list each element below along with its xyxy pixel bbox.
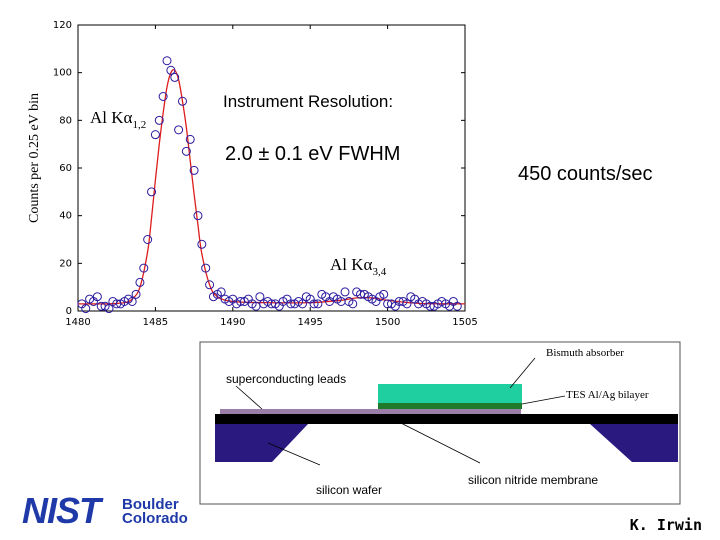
data-point — [189, 165, 199, 175]
data-point — [154, 115, 164, 125]
x-tick-labels: 1480 1485 1490 1495 1500 1505 — [65, 317, 477, 328]
data-point — [255, 292, 265, 302]
tes-bilayer — [378, 403, 522, 409]
data-point — [81, 304, 91, 314]
fit-curve-line — [77, 69, 466, 305]
author-credit: K. Irwin — [630, 516, 702, 534]
y-tick-label: 0 — [66, 306, 72, 317]
leader-leads — [235, 385, 263, 410]
data-point — [162, 56, 172, 66]
annotation-al-ka12: Al Kα1,2 — [90, 108, 146, 131]
data-point — [177, 96, 187, 106]
nist-logo-boulder: Boulder — [122, 496, 179, 513]
data-point — [340, 287, 350, 297]
data-point — [158, 92, 168, 101]
leader-wafer — [267, 442, 321, 466]
annotation-fwhm: 2.0 ± 0.1 eV FWHM — [225, 143, 400, 165]
data-point — [104, 304, 114, 314]
data-point — [131, 289, 141, 299]
label-superconducting-leads: superconducting leads — [226, 372, 346, 386]
y-tick-label: 80 — [59, 115, 72, 126]
diagram-frame — [199, 341, 681, 505]
nist-logo-colorado: Colorado — [122, 510, 188, 527]
x-tick-label: 1495 — [297, 317, 322, 328]
x-tick-label: 1505 — [452, 317, 477, 328]
data-point — [185, 134, 195, 144]
y-tick-label: 20 — [59, 258, 72, 269]
data-point — [309, 299, 319, 309]
nist-logo-wordmark: NIST — [22, 490, 104, 531]
y-tick-labels: 0 20 40 60 80 100 120 — [53, 20, 72, 317]
x-tick-label: 1500 — [375, 317, 400, 328]
label-silicon-nitride-membrane: silicon nitride membrane — [468, 473, 598, 487]
leader-bilayer — [521, 395, 566, 405]
label-tes-bilayer: TES Al/Ag bilayer — [566, 389, 649, 401]
label-silicon-wafer: silicon wafer — [316, 483, 382, 497]
data-point — [348, 299, 358, 309]
data-point — [174, 125, 184, 135]
silicon-wafer-left — [215, 424, 308, 462]
data-point — [143, 235, 153, 244]
superconducting-leads — [220, 409, 521, 414]
x-tick-label: 1480 — [65, 317, 90, 328]
spectrum-plot: 1480 1485 1490 1495 1500 1505 0 20 40 60 80 100 120 — [53, 20, 478, 328]
data-point — [205, 280, 215, 290]
tes-cross-section-diagram: Bismuth absorber superconducting leads T… — [199, 341, 681, 505]
nist-logo: NIST Boulder Colorado — [22, 490, 188, 531]
silicon-wafer-right — [590, 424, 678, 462]
y-axis-label: Counts per 0.25 eV bin — [27, 93, 42, 223]
y-tick-label: 60 — [59, 163, 72, 174]
bismuth-absorber — [378, 384, 522, 403]
x-tick-label: 1485 — [143, 317, 168, 328]
y-tick-label: 120 — [53, 20, 72, 31]
annotation-al-ka34: Al Kα3,4 — [330, 255, 387, 278]
data-point — [135, 277, 145, 287]
label-bismuth-absorber: Bismuth absorber — [546, 347, 624, 359]
data-point — [127, 296, 137, 306]
axis-ticks — [77, 24, 466, 312]
silicon-nitride-membrane — [215, 414, 678, 424]
data-point — [313, 299, 323, 309]
data-point — [166, 65, 176, 75]
y-tick-label: 40 — [59, 211, 72, 222]
data-points — [77, 56, 462, 314]
data-point — [402, 299, 412, 309]
data-point — [147, 187, 157, 197]
data-point — [181, 146, 191, 156]
annotation-count-rate: 450 counts/sec — [518, 163, 653, 185]
data-point — [139, 263, 149, 273]
data-point — [92, 292, 102, 302]
x-tick-label: 1490 — [220, 317, 245, 328]
data-point — [216, 287, 226, 297]
data-point — [201, 263, 211, 273]
data-point — [150, 130, 160, 140]
plot-frame — [77, 24, 466, 312]
data-point — [193, 211, 203, 221]
y-tick-label: 100 — [53, 68, 72, 79]
leader-membrane — [394, 419, 481, 464]
data-point — [297, 299, 307, 309]
data-point — [379, 289, 389, 299]
data-point — [197, 239, 207, 249]
leader-bismuth — [509, 357, 536, 389]
annotation-instrument-resolution: Instrument Resolution: — [223, 92, 393, 111]
data-point — [452, 301, 462, 311]
data-point — [170, 72, 180, 82]
